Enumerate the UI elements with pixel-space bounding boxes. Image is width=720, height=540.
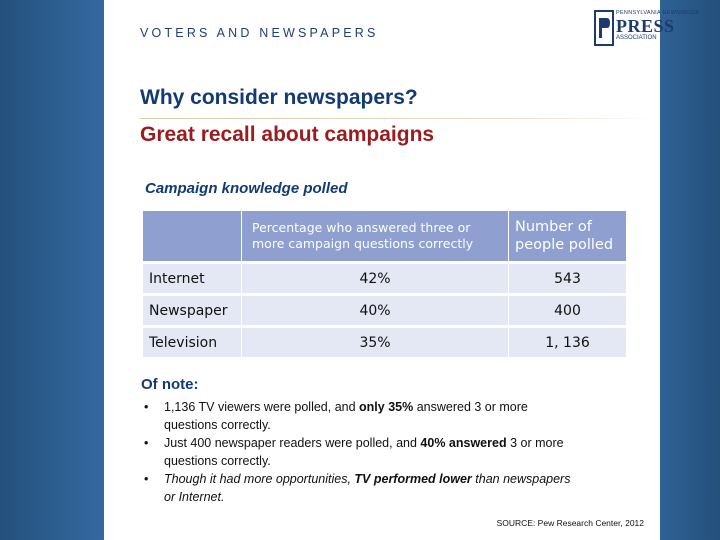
row-count: 1, 136: [508, 325, 627, 357]
notes-list: • 1,136 TV viewers were polled, and only…: [144, 398, 584, 506]
slide-title: Why consider newspapers?: [140, 86, 418, 109]
notes-heading: Of note:: [141, 376, 199, 393]
table-caption: Campaign knowledge polled: [145, 180, 348, 197]
note-text: 3 or more questions correctly.: [164, 436, 564, 468]
row-count: 543: [508, 261, 627, 295]
list-item: • Though it had more opportunities, TV p…: [144, 470, 584, 506]
table-row: Newspaper 40% 400: [143, 293, 627, 327]
note-emphasis: 40% answered: [420, 436, 507, 450]
slide-subtitle: Great recall about campaigns: [140, 123, 435, 146]
row-percent: 35%: [241, 325, 509, 357]
list-item: • Just 400 newspaper readers were polled…: [144, 434, 584, 470]
note-text: Just 400 newspaper readers were polled, …: [164, 436, 421, 450]
poll-table: Percentage who answered three or more ca…: [143, 211, 627, 357]
header-cell-percentage: Percentage who answered three or more ca…: [241, 211, 509, 263]
note-emphasis: only 35%: [359, 400, 414, 414]
press-association-logo: PENNSYLVANIA NEWSMEDIA PRESS ASSOCIATION: [594, 8, 699, 48]
row-label: Internet: [143, 261, 242, 295]
row-label: Television: [143, 325, 242, 357]
header-cell-empty: [143, 211, 242, 263]
bullet-icon: •: [144, 472, 149, 486]
note-text: Though it had more opportunities,: [164, 472, 355, 486]
logo-association-text: ASSOCIATION: [616, 35, 657, 41]
left-background-band: [0, 0, 104, 540]
bullet-icon: •: [144, 400, 149, 414]
note-emphasis: TV performed lower: [354, 472, 472, 486]
table-header-row: Percentage who answered three or more ca…: [143, 211, 627, 263]
title-divider: [140, 118, 660, 119]
table-row: Television 35% 1, 136: [143, 325, 627, 357]
keystone-icon: [594, 10, 614, 46]
slide: VOTERS AND NEWSPAPERS PENNSYLVANIA NEWSM…: [104, 0, 699, 540]
row-label: Newspaper: [143, 293, 242, 327]
table-row: Internet 42% 543: [143, 261, 627, 295]
note-text: than newspapers or Internet.: [164, 472, 571, 504]
note-text: answered 3 or more questions correctly.: [164, 400, 528, 432]
list-item: • 1,136 TV viewers were polled, and only…: [144, 398, 584, 434]
header-cell-number: Number of people polled: [508, 211, 627, 263]
bullet-icon: •: [144, 436, 149, 450]
logo-press-text: PRESS: [616, 16, 675, 36]
section-label: VOTERS AND NEWSPAPERS: [140, 26, 379, 40]
note-text: 1,136 TV viewers were polled, and: [164, 400, 360, 414]
logo-top-text: PENNSYLVANIA NEWSMEDIA: [616, 10, 700, 16]
row-percent: 40%: [241, 293, 509, 327]
source-citation: SOURCE: Pew Research Center, 2012: [496, 518, 644, 528]
row-percent: 42%: [241, 261, 509, 295]
row-count: 400: [508, 293, 627, 327]
